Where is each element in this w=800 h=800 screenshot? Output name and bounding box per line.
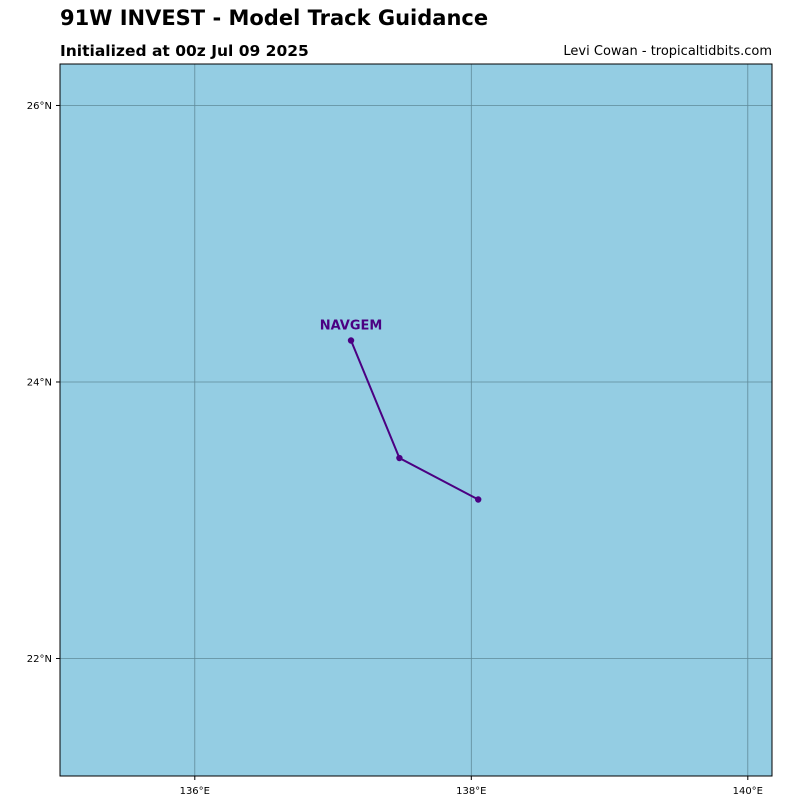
axis-ticks: 136°E 138°E 140°E 22°N 24°N 26°N xyxy=(27,101,763,797)
track-label: NAVGEM xyxy=(320,319,383,334)
lat-tick-label: 22°N xyxy=(27,654,52,665)
lon-tick-label: 140°E xyxy=(733,786,763,797)
lon-tick-label: 138°E xyxy=(456,786,486,797)
lat-tick-label: 24°N xyxy=(27,377,52,388)
model-tracks: NAVGEM xyxy=(320,319,482,503)
map-subtitle: Initialized at 00z Jul 09 2025 xyxy=(60,42,309,60)
track-point xyxy=(475,496,482,503)
map-credit: Levi Cowan - tropicaltidbits.com xyxy=(563,44,772,59)
lon-tick-label: 136°E xyxy=(180,786,210,797)
track-point xyxy=(347,337,355,344)
map-frame xyxy=(59,63,773,777)
track-point xyxy=(396,454,403,462)
lat-tick-label: 26°N xyxy=(27,101,52,112)
graticule xyxy=(60,64,772,776)
ocean-area xyxy=(60,64,772,776)
map-title: 91W INVEST - Model Track Guidance xyxy=(60,6,489,30)
